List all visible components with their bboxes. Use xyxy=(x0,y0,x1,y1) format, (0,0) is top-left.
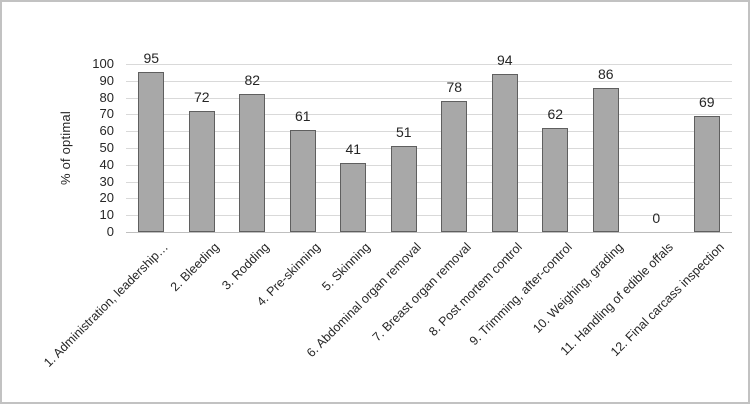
bar xyxy=(289,129,316,232)
bar-value-label: 95 xyxy=(143,50,160,67)
gridline xyxy=(126,131,732,133)
bar-value-label: 61 xyxy=(294,107,311,124)
y-axis-tick-label: 40 xyxy=(99,156,114,172)
bar xyxy=(441,100,468,232)
gridline xyxy=(126,114,732,116)
gridline xyxy=(126,181,732,183)
bar-value-label: 72 xyxy=(193,89,210,106)
bar xyxy=(239,94,266,232)
bar-value-label: 41 xyxy=(345,141,362,158)
y-axis-tick-label: 50 xyxy=(99,140,114,155)
y-axis-tick-label: 80 xyxy=(99,89,114,105)
bar xyxy=(138,72,165,232)
bar-value-label: 82 xyxy=(244,72,261,89)
gridline xyxy=(126,215,732,217)
bar-value-label: 0 xyxy=(652,210,661,226)
bar-value-label: 62 xyxy=(547,105,564,122)
bar-value-label: 51 xyxy=(395,124,412,141)
bar xyxy=(693,116,720,232)
gridline xyxy=(126,80,732,82)
gridline xyxy=(126,97,732,99)
y-axis-tick-label: 0 xyxy=(106,224,114,239)
bar xyxy=(188,111,215,232)
x-axis-line xyxy=(126,232,732,233)
bar-value-label: 69 xyxy=(698,94,715,111)
y-axis-tick-label: 30 xyxy=(99,173,114,189)
bar-value-label: 78 xyxy=(446,78,463,95)
bar xyxy=(340,163,367,232)
gridline xyxy=(126,148,732,149)
y-axis-tick-label: 60 xyxy=(99,123,114,139)
y-axis-tick-label: 70 xyxy=(99,106,114,122)
bar xyxy=(491,74,518,232)
bar-value-label: 94 xyxy=(496,52,513,69)
y-axis-tick-label: 10 xyxy=(99,207,114,223)
y-axis-tick-label: 90 xyxy=(99,72,114,88)
bar xyxy=(390,146,417,232)
gridline xyxy=(126,198,732,200)
bar xyxy=(542,127,569,232)
bar-value-label: 86 xyxy=(597,65,614,82)
y-axis-tick-label: 20 xyxy=(99,190,114,206)
bar xyxy=(592,87,619,232)
y-axis-tick-label: 100 xyxy=(92,56,114,71)
gridline xyxy=(126,64,732,65)
gridline xyxy=(126,164,732,166)
